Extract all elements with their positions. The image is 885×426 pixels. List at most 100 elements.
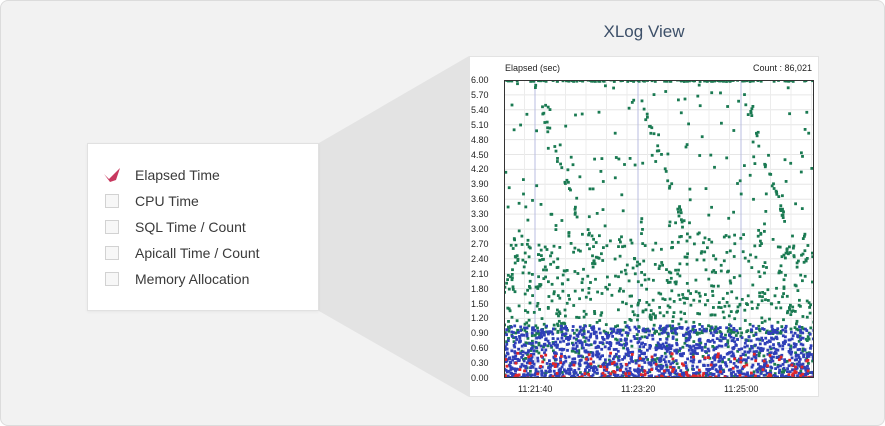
transaction-point	[710, 240, 714, 244]
filter-option-elapsed-time[interactable]: Elapsed Time	[104, 164, 220, 186]
transaction-point	[659, 359, 663, 363]
transaction-point	[753, 244, 757, 248]
transaction-point	[564, 332, 568, 336]
transaction-point	[800, 336, 803, 340]
transaction-point	[563, 269, 567, 273]
transaction-point	[701, 355, 705, 358]
filter-option-apicall-time-count[interactable]: Apicall Time / Count	[105, 242, 260, 264]
checkbox-icon[interactable]	[105, 220, 119, 234]
filter-option-memory-allocation[interactable]: Memory Allocation	[105, 268, 249, 290]
transaction-point	[798, 348, 802, 351]
transaction-point	[803, 232, 807, 236]
transaction-point	[745, 80, 749, 83]
transaction-point	[546, 146, 550, 150]
transaction-point	[767, 153, 770, 157]
transaction-point	[805, 372, 808, 376]
transaction-point	[564, 369, 567, 373]
transaction-point	[600, 347, 604, 351]
transaction-point	[724, 363, 728, 366]
transaction-point	[578, 297, 581, 301]
transaction-point	[614, 274, 617, 278]
transaction-point	[570, 363, 574, 367]
transaction-point	[750, 114, 754, 117]
transaction-point	[507, 329, 511, 333]
transaction-point	[760, 336, 764, 340]
transaction-point	[515, 367, 518, 371]
transaction-point	[779, 209, 783, 212]
transaction-point	[698, 104, 702, 108]
transaction-point	[673, 371, 677, 375]
transaction-point	[794, 351, 797, 355]
transaction-point	[645, 112, 649, 116]
filter-option-sql-time-count[interactable]: SQL Time / Count	[105, 216, 246, 238]
transaction-point	[619, 338, 623, 341]
transaction-point	[629, 351, 633, 354]
transaction-point	[629, 339, 633, 343]
error-transaction-point	[523, 369, 526, 373]
checkbox-checked-icon[interactable]	[104, 168, 120, 182]
transaction-point	[729, 328, 733, 332]
transaction-point	[634, 359, 638, 363]
checkbox-icon[interactable]	[105, 272, 119, 286]
transaction-point	[598, 331, 602, 335]
transaction-point	[520, 344, 524, 348]
transaction-point	[594, 353, 598, 357]
transaction-point	[713, 165, 716, 169]
transaction-point	[509, 275, 512, 279]
checkbox-icon[interactable]	[105, 194, 119, 208]
transaction-point	[668, 297, 672, 301]
transaction-point	[758, 342, 762, 346]
transaction-point	[567, 355, 571, 359]
transaction-point	[548, 359, 551, 363]
transaction-point	[761, 327, 764, 330]
transaction-point	[570, 375, 573, 378]
transaction-point	[572, 373, 576, 377]
transaction-point	[560, 166, 564, 169]
transaction-point	[641, 359, 644, 362]
transaction-point	[682, 219, 686, 223]
transaction-point	[511, 288, 515, 291]
transaction-point	[584, 336, 588, 340]
transaction-point	[582, 326, 585, 330]
transaction-point	[554, 358, 558, 361]
transaction-point	[723, 304, 727, 308]
checkbox-icon[interactable]	[105, 246, 119, 260]
transaction-point	[676, 375, 679, 378]
transaction-point	[626, 80, 630, 83]
transaction-point	[530, 347, 533, 351]
transaction-point	[750, 328, 754, 332]
error-transaction-point	[580, 375, 584, 378]
transaction-point	[512, 331, 515, 334]
transaction-count-label: Count : 86,021	[752, 63, 812, 73]
transaction-point	[575, 80, 579, 83]
transaction-point	[775, 329, 779, 333]
transaction-point	[669, 371, 673, 375]
transaction-point	[776, 348, 780, 352]
transaction-point	[743, 308, 747, 312]
error-transaction-point	[612, 370, 616, 373]
transaction-point	[581, 333, 584, 337]
transaction-point	[746, 303, 749, 306]
transaction-point	[730, 374, 733, 378]
transaction-point	[649, 361, 653, 365]
transaction-point	[679, 369, 683, 372]
transaction-point	[668, 186, 671, 190]
transaction-point	[672, 300, 676, 303]
transaction-point	[531, 326, 534, 330]
transaction-point	[537, 243, 541, 247]
transaction-point	[726, 330, 730, 333]
transaction-point	[569, 242, 573, 245]
transaction-point	[654, 360, 658, 364]
transaction-point	[684, 336, 688, 340]
transaction-point	[626, 333, 629, 337]
transaction-point	[685, 282, 689, 285]
filter-option-cpu-time[interactable]: CPU Time	[105, 190, 199, 212]
transaction-point	[780, 214, 784, 217]
transaction-point	[670, 182, 674, 186]
error-transaction-point	[599, 365, 603, 368]
transaction-point	[750, 365, 754, 369]
error-transaction-point	[514, 373, 518, 377]
xlog-scatter-plot[interactable]	[504, 80, 814, 378]
transaction-point	[514, 331, 518, 335]
transaction-point	[793, 358, 797, 362]
